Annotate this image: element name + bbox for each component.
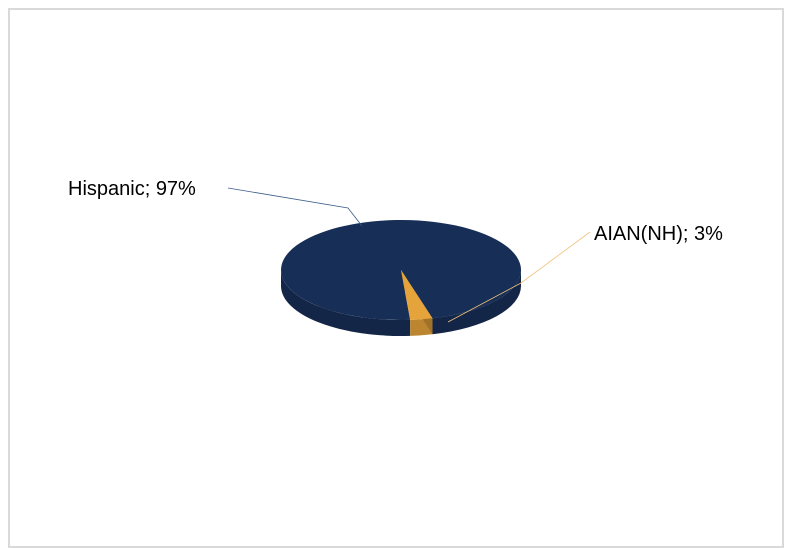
pie-layer — [281, 219, 522, 336]
data-label-hispanic: Hispanic; 97% — [68, 178, 196, 200]
data-label-aian-nh: AIAN(NH); 3% — [594, 223, 723, 245]
pie-chart: Hispanic; 97% AIAN(NH); 3% — [68, 178, 723, 336]
leader-line-hispanic — [227, 187, 363, 227]
leader-line-aian-nh — [447, 231, 591, 323]
leader-layer — [227, 187, 591, 323]
pie-slice-aian-nh- — [401, 270, 433, 320]
pie-side-hispanic-0 — [281, 270, 411, 336]
pie-slice-hispanic — [281, 219, 522, 320]
